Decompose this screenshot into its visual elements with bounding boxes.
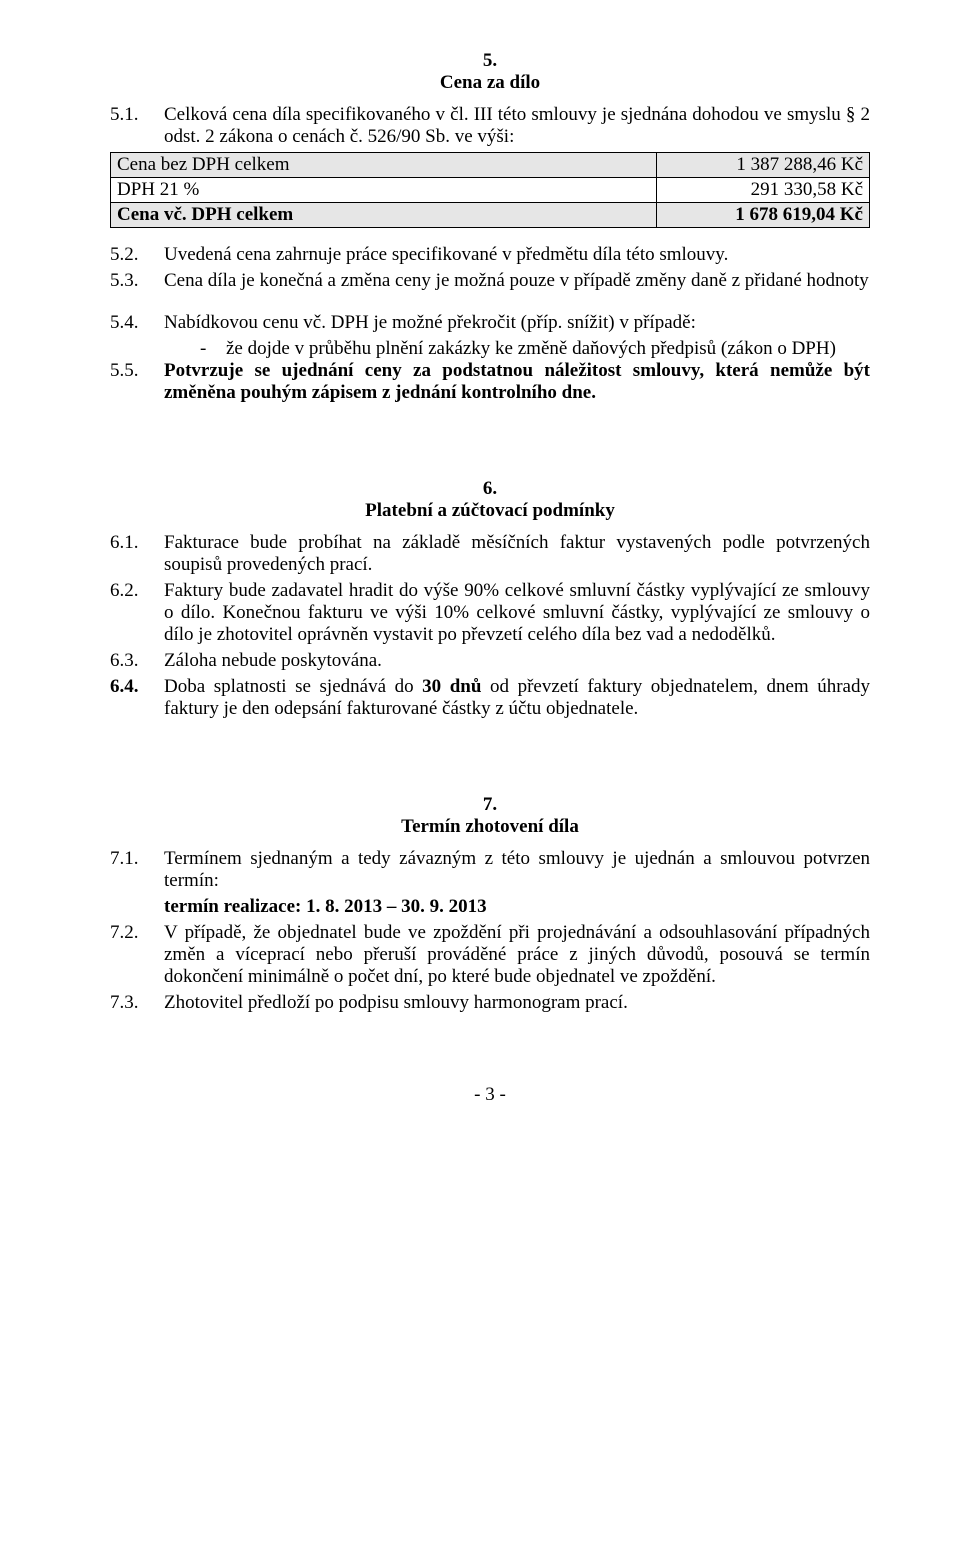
- para-6-2: 6.2. Faktury bude zadavatel hradit do vý…: [110, 580, 870, 646]
- table-row: Cena bez DPH celkem 1 387 288,46 Kč: [111, 153, 870, 178]
- para-6-1-num: 6.1.: [110, 532, 164, 576]
- section-5-number: 5.: [110, 50, 870, 72]
- spacer: [110, 408, 870, 478]
- para-6-1-text: Fakturace bude probíhat na základě měsíč…: [164, 532, 870, 576]
- para-5-2-num: 5.2.: [110, 244, 164, 266]
- section-6-number: 6.: [110, 478, 870, 500]
- price-row-3-value: 1 678 619,04 Kč: [657, 203, 870, 228]
- para-7-3-num: 7.3.: [110, 992, 164, 1014]
- para-5-5: 5.5. Potvrzuje se ujednání ceny za podst…: [110, 360, 870, 404]
- price-row-3-label: Cena vč. DPH celkem: [111, 203, 657, 228]
- para-6-3-text: Záloha nebude poskytována.: [164, 650, 870, 672]
- para-6-2-text: Faktury bude zadavatel hradit do výše 90…: [164, 580, 870, 646]
- table-row: DPH 21 % 291 330,58 Kč: [111, 178, 870, 203]
- dash-bullet: -: [200, 338, 226, 360]
- section-6-title: Platební a zúčtovací podmínky: [110, 500, 870, 522]
- section-7-number: 7.: [110, 794, 870, 816]
- spacer: [110, 296, 870, 312]
- price-row-1-label: Cena bez DPH celkem: [111, 153, 657, 178]
- para-6-3-num: 6.3.: [110, 650, 164, 672]
- price-table: Cena bez DPH celkem 1 387 288,46 Kč DPH …: [110, 152, 870, 228]
- para-7-2-text: V případě, že objednatel bude ve zpožděn…: [164, 922, 870, 988]
- section-7-title: Termín zhotovení díla: [110, 816, 870, 838]
- table-row: Cena vč. DPH celkem 1 678 619,04 Kč: [111, 203, 870, 228]
- para-6-4-part-b: 30 dnů: [422, 676, 481, 697]
- para-6-4: 6.4. Doba splatnosti se sjednává do 30 d…: [110, 676, 870, 720]
- para-7-3-text: Zhotovitel předloží po podpisu smlouvy h…: [164, 992, 870, 1014]
- para-5-5-num: 5.5.: [110, 360, 164, 404]
- para-6-2-num: 6.2.: [110, 580, 164, 646]
- para-7-1-text: Termínem sjednaným a tedy závazným z tét…: [164, 848, 870, 892]
- para-5-4-dash-text: že dojde v průběhu plnění zakázky ke změ…: [226, 338, 870, 360]
- para-5-1: 5.1. Celková cena díla specifikovaného v…: [110, 104, 870, 148]
- para-7-1-term: termín realizace: 1. 8. 2013 – 30. 9. 20…: [164, 896, 870, 918]
- para-5-4-text: Nabídkovou cenu vč. DPH je možné překroč…: [164, 312, 870, 334]
- para-7-2: 7.2. V případě, že objednatel bude ve zp…: [110, 922, 870, 988]
- para-6-3: 6.3. Záloha nebude poskytována.: [110, 650, 870, 672]
- price-row-1-value: 1 387 288,46 Kč: [657, 153, 870, 178]
- para-6-4-num: 6.4.: [110, 676, 164, 720]
- para-7-3: 7.3. Zhotovitel předloží po podpisu smlo…: [110, 992, 870, 1014]
- spacer: [110, 724, 870, 794]
- para-5-4: 5.4. Nabídkovou cenu vč. DPH je možné př…: [110, 312, 870, 334]
- para-7-2-num: 7.2.: [110, 922, 164, 988]
- para-5-3-text: Cena díla je konečná a změna ceny je mož…: [164, 270, 870, 292]
- para-7-1: 7.1. Termínem sjednaným a tedy závazným …: [110, 848, 870, 892]
- para-6-1: 6.1. Fakturace bude probíhat na základě …: [110, 532, 870, 576]
- para-5-3-num: 5.3.: [110, 270, 164, 292]
- para-7-1-num: 7.1.: [110, 848, 164, 892]
- para-5-1-num: 5.1.: [110, 104, 164, 148]
- para-6-4-part-a: Doba splatnosti se sjednává do: [164, 676, 422, 697]
- para-5-5-text: Potvrzuje se ujednání ceny za podstatnou…: [164, 360, 870, 404]
- para-6-4-text: Doba splatnosti se sjednává do 30 dnů od…: [164, 676, 870, 720]
- para-5-4-num: 5.4.: [110, 312, 164, 334]
- para-5-4-dash: - že dojde v průběhu plnění zakázky ke z…: [200, 338, 870, 360]
- para-5-1-text: Celková cena díla specifikovaného v čl. …: [164, 104, 870, 148]
- document-page: 5. Cena za dílo 5.1. Celková cena díla s…: [0, 0, 960, 1165]
- para-5-2-text: Uvedená cena zahrnuje práce specifikovan…: [164, 244, 870, 266]
- price-row-2-label: DPH 21 %: [111, 178, 657, 203]
- price-row-2-value: 291 330,58 Kč: [657, 178, 870, 203]
- para-5-3: 5.3. Cena díla je konečná a změna ceny j…: [110, 270, 870, 292]
- page-number: - 3 -: [110, 1084, 870, 1106]
- para-5-2: 5.2. Uvedená cena zahrnuje práce specifi…: [110, 244, 870, 266]
- section-5-title: Cena za dílo: [110, 72, 870, 94]
